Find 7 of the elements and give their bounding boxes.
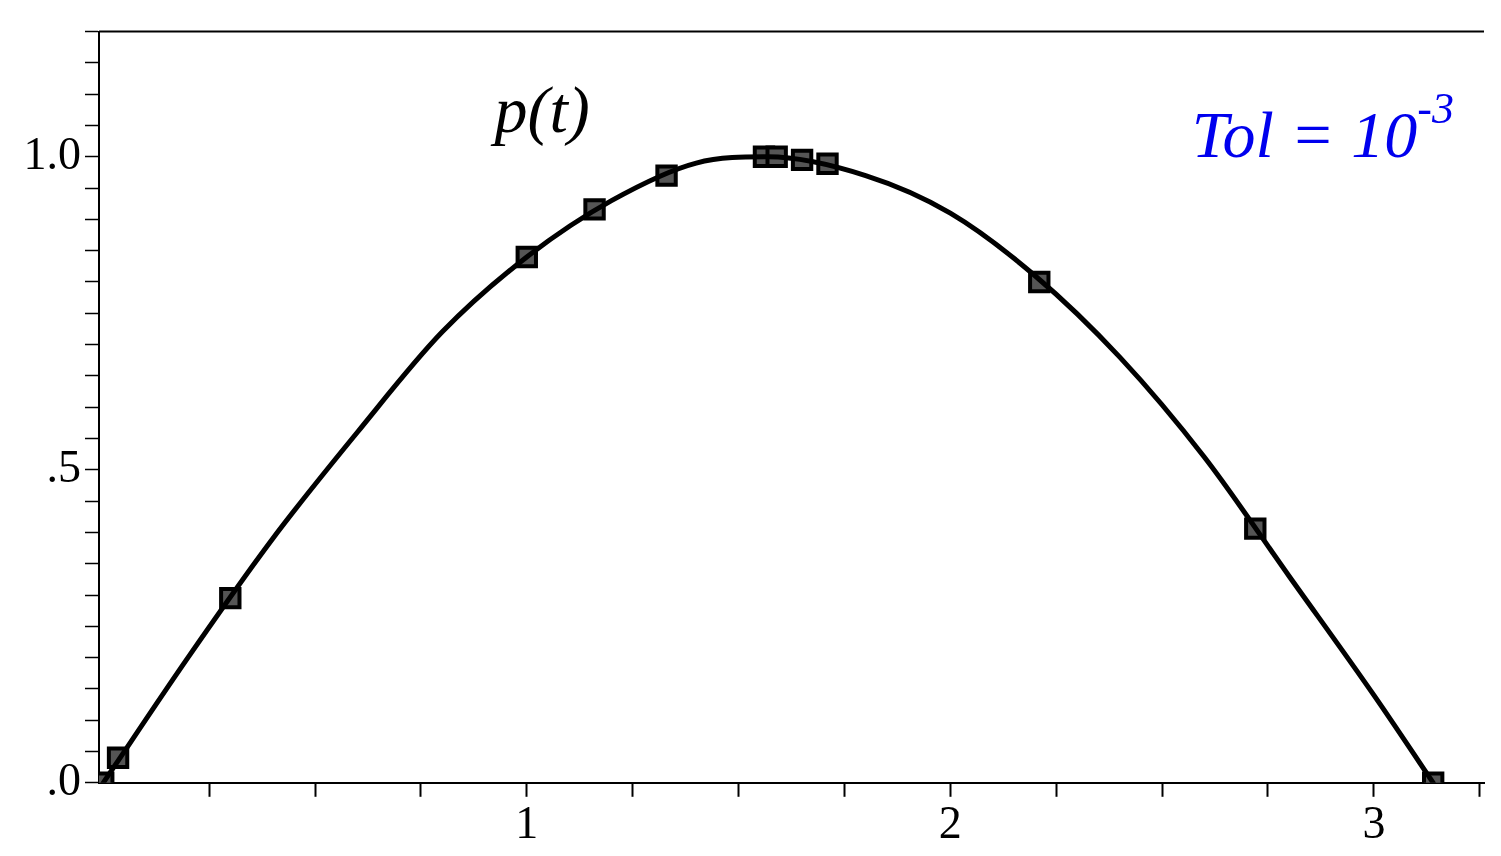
y-tick-label: .0: [46, 753, 81, 805]
x-tick-label: 2: [938, 797, 962, 849]
x-tick-label: 3: [1362, 797, 1386, 849]
annotation: p(t): [490, 72, 590, 147]
y-tick-label: .5: [46, 440, 81, 492]
y-tick-label: 1.0: [23, 127, 81, 179]
x-tick-label: 1: [515, 797, 539, 849]
